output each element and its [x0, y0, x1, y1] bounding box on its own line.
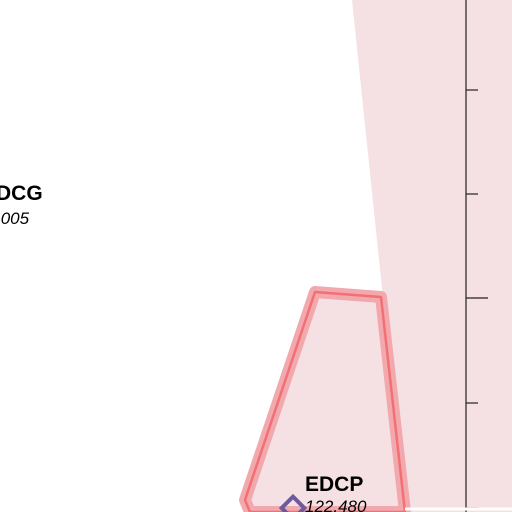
airport-name: DCG: [0, 182, 43, 205]
airport-symbol: [278, 493, 308, 512]
airport-name: EDCP: [305, 473, 363, 496]
airspace-outline: [243, 290, 407, 512]
airport-frequency: .005: [0, 209, 30, 228]
airport-frequency: 122.480: [305, 497, 367, 512]
